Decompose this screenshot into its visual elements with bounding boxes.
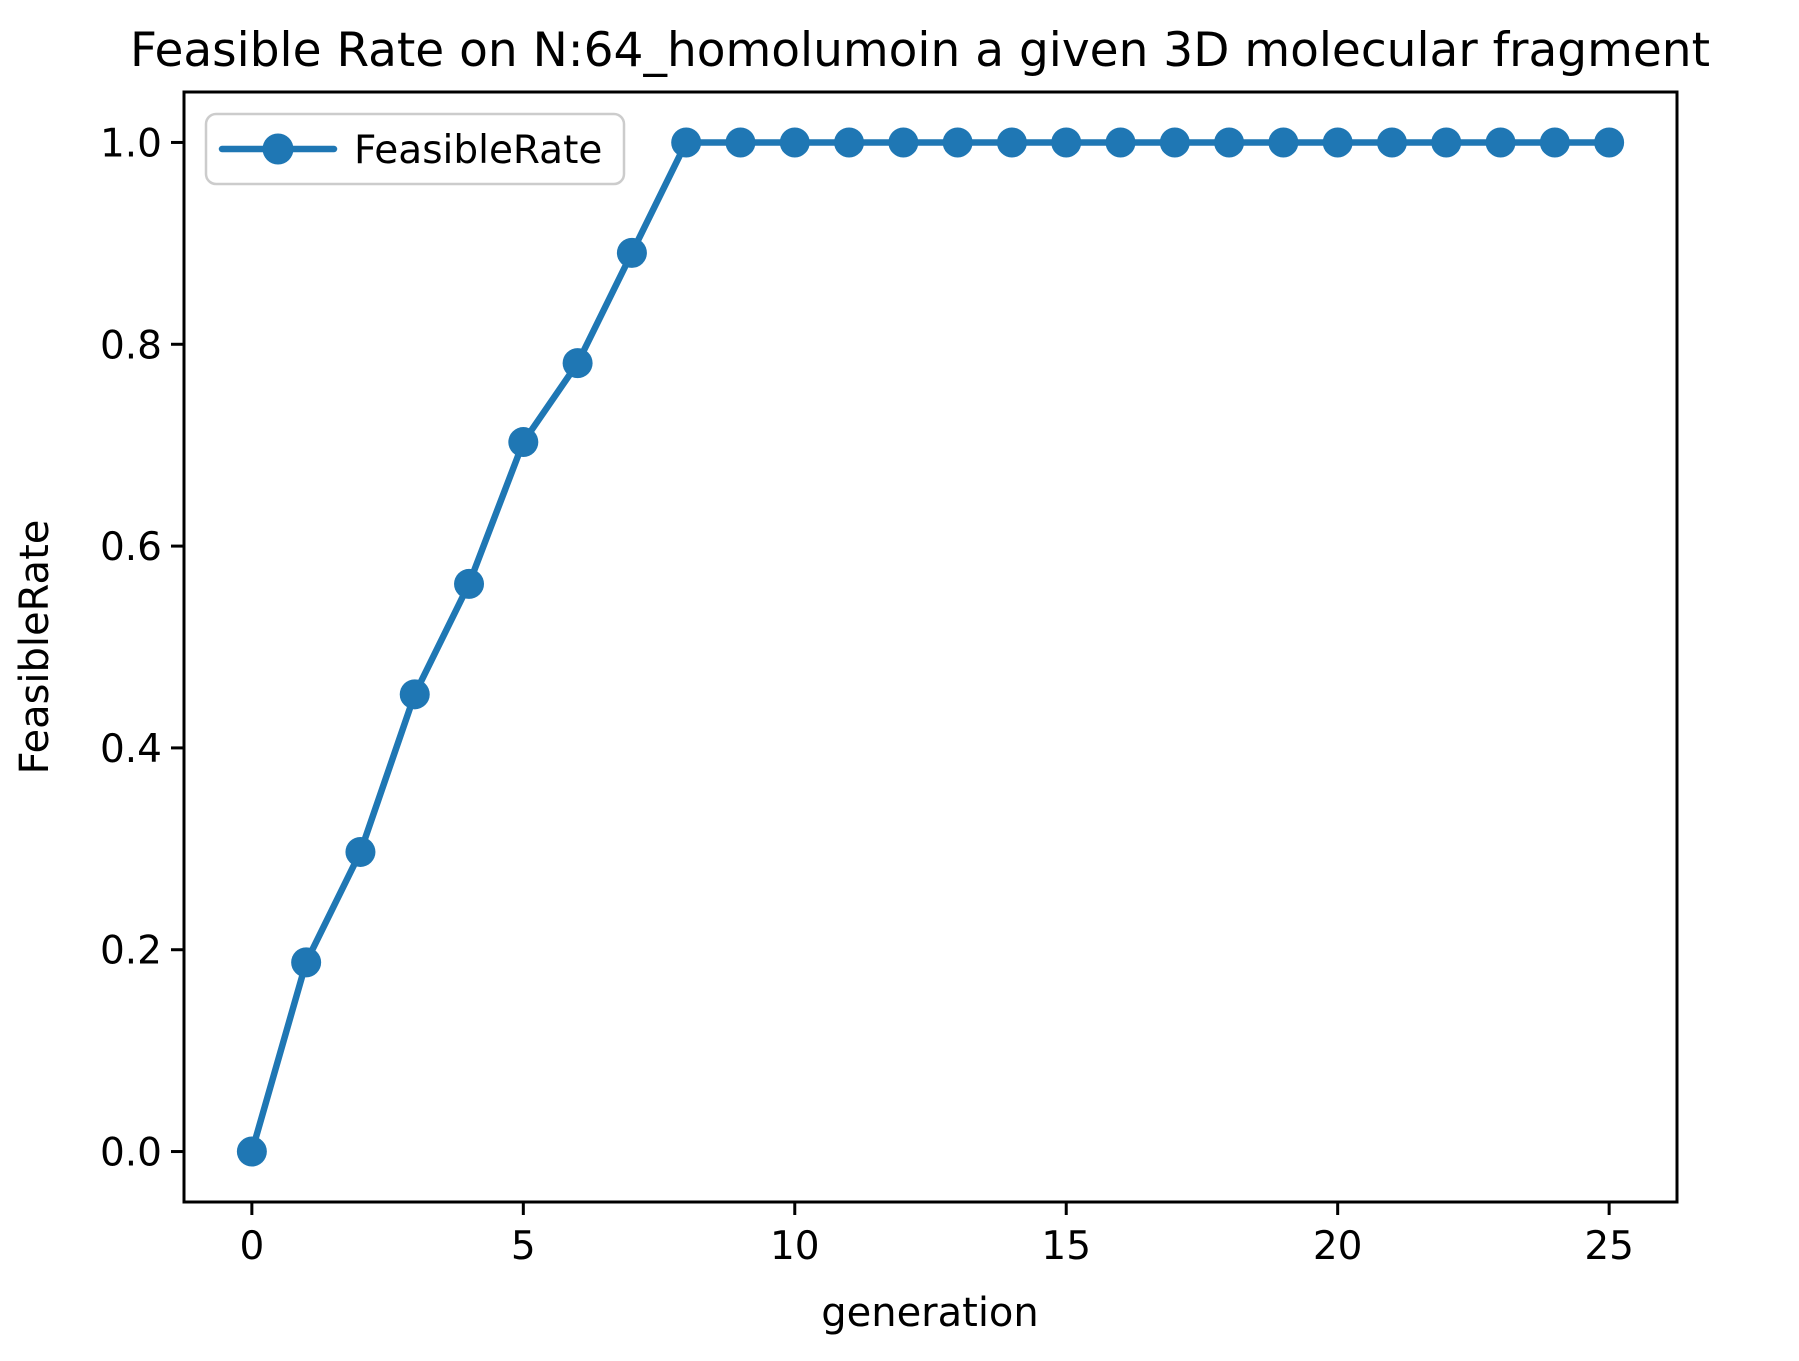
- x-axis-label: generation: [821, 1290, 1039, 1336]
- plot-area: [182, 90, 1679, 1204]
- data-point-marker: [1214, 127, 1245, 158]
- y-tick-label: 0.0: [100, 1131, 162, 1176]
- data-point-marker: [399, 679, 430, 710]
- x-axis-ticks: 0 5 10 15 20 25: [239, 1202, 1634, 1269]
- legend: FeasibleRate: [204, 112, 626, 186]
- data-point-marker: [996, 127, 1027, 158]
- x-tick-label: 5: [511, 1224, 536, 1269]
- data-point-marker: [942, 127, 973, 158]
- data-point-marker: [888, 127, 919, 158]
- chart-title: Feasible Rate on N:64_homolumoin a given…: [130, 23, 1710, 78]
- data-point-marker: [1105, 127, 1136, 158]
- data-point-marker: [725, 127, 756, 158]
- legend-label: FeasibleRate: [354, 128, 602, 173]
- data-point-marker: [1594, 127, 1625, 158]
- data-point-marker: [1159, 127, 1190, 158]
- legend-frame: [204, 112, 626, 186]
- data-point-marker: [1485, 127, 1516, 158]
- y-tick-label: 0.2: [100, 929, 162, 974]
- x-tick-label: 25: [1584, 1224, 1634, 1269]
- data-point-marker: [834, 127, 865, 158]
- x-tick-label: 15: [1041, 1224, 1091, 1269]
- data-point-marker: [1539, 127, 1570, 158]
- data-series: [236, 127, 1625, 1167]
- x-tick-label: 20: [1313, 1224, 1363, 1269]
- series-polyline: [248, 139, 1613, 1155]
- x-tick-label: 0: [239, 1224, 264, 1269]
- data-point-marker: [454, 568, 485, 599]
- data-point-marker: [779, 127, 810, 158]
- y-axis-ticks: 0.0 0.2 0.4 0.6 0.8 1.0: [100, 121, 184, 1176]
- y-tick-label: 0.6: [100, 525, 162, 570]
- data-point-marker: [1322, 127, 1353, 158]
- x-tick-label: 10: [770, 1224, 820, 1269]
- data-point-marker: [1268, 127, 1299, 158]
- data-point-marker: [671, 127, 702, 158]
- data-point-marker: [236, 1136, 267, 1167]
- legend-circle-marker-icon: [262, 133, 294, 165]
- y-tick-label: 0.4: [100, 727, 162, 772]
- data-point-marker: [1376, 127, 1407, 158]
- data-point-marker: [616, 237, 647, 268]
- data-point-marker: [291, 947, 322, 978]
- data-point-marker: [1051, 127, 1082, 158]
- data-point-marker: [345, 836, 376, 867]
- y-tick-label: 0.8: [100, 323, 162, 368]
- data-point-marker: [562, 348, 593, 379]
- y-axis-label: FeasibleRate: [12, 520, 58, 775]
- data-point-marker: [1431, 127, 1462, 158]
- data-point-marker: [508, 427, 539, 458]
- y-tick-label: 1.0: [100, 121, 162, 166]
